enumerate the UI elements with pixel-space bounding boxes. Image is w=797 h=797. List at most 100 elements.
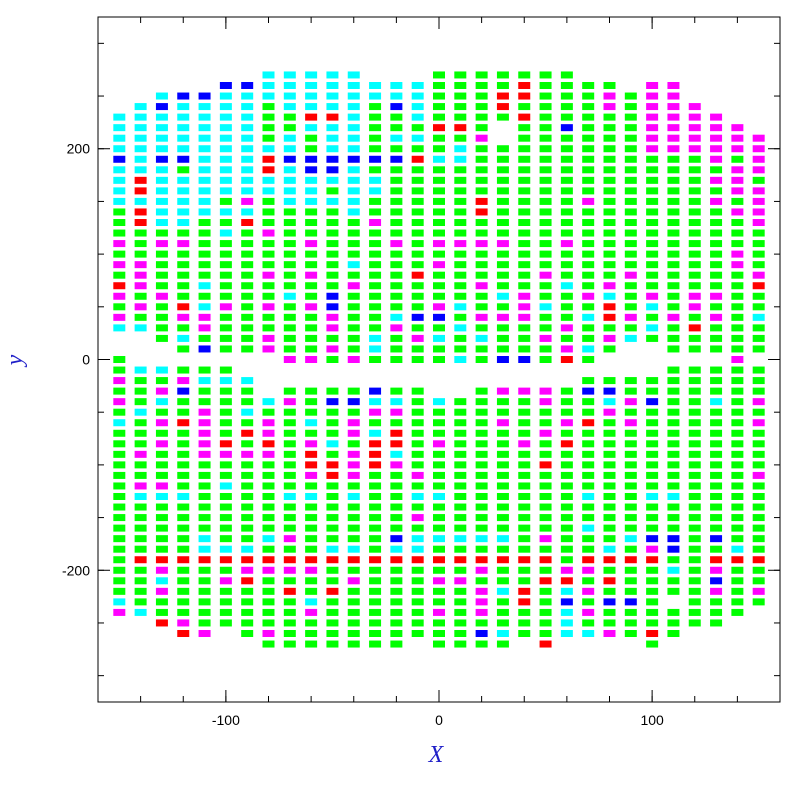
cell (177, 292, 190, 300)
cell (411, 303, 424, 311)
cell (262, 250, 275, 258)
cell (603, 334, 616, 342)
cell (752, 155, 765, 163)
cell (113, 261, 126, 269)
cell (731, 313, 744, 321)
cell (155, 524, 168, 532)
cell (134, 271, 147, 279)
cell (369, 303, 382, 311)
cell (283, 398, 296, 406)
cell (496, 598, 509, 606)
cell (134, 124, 147, 132)
cell (347, 545, 360, 553)
cell (560, 282, 573, 290)
cell (134, 429, 147, 437)
cell (518, 524, 531, 532)
cell (731, 566, 744, 574)
cell (390, 387, 403, 395)
cell (433, 250, 445, 258)
cell (369, 124, 382, 132)
cell (305, 292, 318, 300)
cell (113, 271, 126, 279)
cell (305, 71, 318, 79)
cell (283, 577, 296, 585)
cell (283, 113, 296, 121)
cell (390, 282, 403, 290)
cell (262, 282, 275, 290)
y-tick-label: 200 (67, 141, 91, 157)
cell (624, 377, 637, 385)
cell (219, 345, 232, 353)
cell (731, 292, 744, 300)
cell (326, 155, 339, 163)
cell (731, 429, 744, 437)
cell (582, 535, 595, 543)
cell (390, 92, 403, 100)
cell (475, 587, 488, 595)
cell (496, 440, 509, 448)
cell (134, 219, 147, 226)
cell (241, 113, 254, 121)
cell (496, 429, 509, 437)
cell (560, 208, 573, 216)
cell (539, 566, 552, 574)
cell (369, 503, 382, 511)
cell (603, 524, 616, 532)
cell (688, 387, 701, 395)
cell (475, 334, 488, 342)
cell (283, 630, 296, 637)
cell (262, 334, 275, 342)
cell (305, 82, 318, 89)
cell (305, 461, 318, 469)
cell (731, 598, 744, 606)
cell (518, 429, 531, 437)
cell (113, 377, 126, 385)
cell (454, 482, 467, 490)
cell (454, 535, 467, 543)
cell (433, 92, 445, 100)
cell (155, 408, 168, 416)
cell (347, 113, 360, 121)
cell (219, 219, 232, 226)
cell (411, 535, 424, 543)
cell (198, 429, 211, 437)
cell (411, 176, 424, 184)
cell (433, 545, 445, 553)
cell (560, 134, 573, 142)
cell (198, 303, 211, 311)
cell (433, 229, 445, 237)
cell (475, 545, 488, 553)
cell (241, 630, 254, 637)
cell (113, 566, 126, 574)
cell (752, 514, 765, 522)
cell (731, 524, 744, 532)
cell (667, 282, 680, 290)
cell (603, 619, 616, 627)
cell (198, 440, 211, 448)
cell (624, 408, 637, 416)
cell (731, 155, 744, 163)
cell (539, 292, 552, 300)
cell (411, 450, 424, 458)
cell (305, 103, 318, 111)
cell (177, 366, 190, 374)
cell (667, 176, 680, 184)
cell (582, 334, 595, 342)
cell (326, 240, 339, 248)
cell (646, 250, 659, 258)
cell (283, 303, 296, 311)
cell (454, 103, 467, 111)
cell (347, 197, 360, 205)
cell (731, 408, 744, 416)
cell (560, 398, 573, 406)
cell (326, 619, 339, 627)
cell (369, 197, 382, 205)
cell (411, 313, 424, 321)
cell (454, 545, 467, 553)
cell (539, 514, 552, 522)
cell (475, 345, 488, 353)
cell (283, 493, 296, 500)
cell (347, 503, 360, 511)
cell (710, 461, 723, 469)
cell (496, 229, 509, 237)
